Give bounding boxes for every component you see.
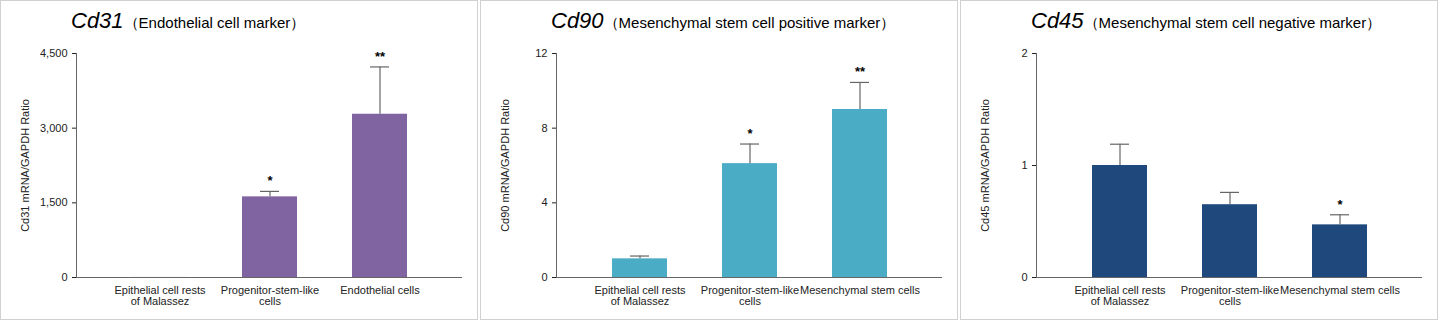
svg-text:4,500: 4,500 <box>40 47 68 59</box>
svg-text:Cd31 mRNA/GAPDH Ratio: Cd31 mRNA/GAPDH Ratio <box>19 99 31 232</box>
html-text:Cd45（Mesenchymal stem cell neg: Cd45（Mesenchymal stem cell negative mark… <box>1031 8 1382 33</box>
svg-text:*: * <box>747 126 753 141</box>
svg-text:1: 1 <box>1021 159 1027 171</box>
svg-text:8: 8 <box>541 122 547 134</box>
svg-text:1,500: 1,500 <box>40 196 68 208</box>
svg-text:Mesenchymal stem cells: Mesenchymal stem cells <box>800 284 920 296</box>
svg-text:0: 0 <box>541 271 547 283</box>
svg-text:Epithelial cell restsof Malass: Epithelial cell restsof Malassez <box>1074 284 1166 307</box>
svg-text:2: 2 <box>1021 47 1027 59</box>
svg-text:Epithelial cell restsof Malass: Epithelial cell restsof Malassez <box>594 284 686 307</box>
svg-text:Progenitor-stem-likecells: Progenitor-stem-likecells <box>1181 284 1279 307</box>
svg-text:Progenitor-stem-likecells: Progenitor-stem-likecells <box>221 284 319 307</box>
svg-text:Cd45 mRNA/GAPDH Ratio: Cd45 mRNA/GAPDH Ratio <box>979 99 991 232</box>
svg-text:Mesenchymal stem cells: Mesenchymal stem cells <box>1280 284 1400 296</box>
svg-text:**: ** <box>375 49 386 64</box>
svg-text:Endothelial cells: Endothelial cells <box>340 284 420 296</box>
html-text:Cd31（Endothelial cell marker）: Cd31（Endothelial cell marker） <box>71 8 306 33</box>
svg-text:Epithelial cell restsof Malass: Epithelial cell restsof Malassez <box>114 284 206 307</box>
svg-text:0: 0 <box>61 271 67 283</box>
html-text:Cd90（Mesenchymal stem cell pos: Cd90（Mesenchymal stem cell positive mark… <box>551 8 896 33</box>
svg-text:3,000: 3,000 <box>40 122 68 134</box>
svg-text:0: 0 <box>1021 271 1027 283</box>
svg-text:*: * <box>267 173 273 188</box>
svg-text:4: 4 <box>541 196 547 208</box>
svg-text:*: * <box>1337 197 1343 212</box>
svg-text:**: ** <box>855 64 866 79</box>
svg-text:12: 12 <box>535 47 547 59</box>
svg-text:Progenitor-stem-likecells: Progenitor-stem-likecells <box>701 284 799 307</box>
svg-text:Cd90 mRNA/GAPDH Ratio: Cd90 mRNA/GAPDH Ratio <box>499 99 511 232</box>
